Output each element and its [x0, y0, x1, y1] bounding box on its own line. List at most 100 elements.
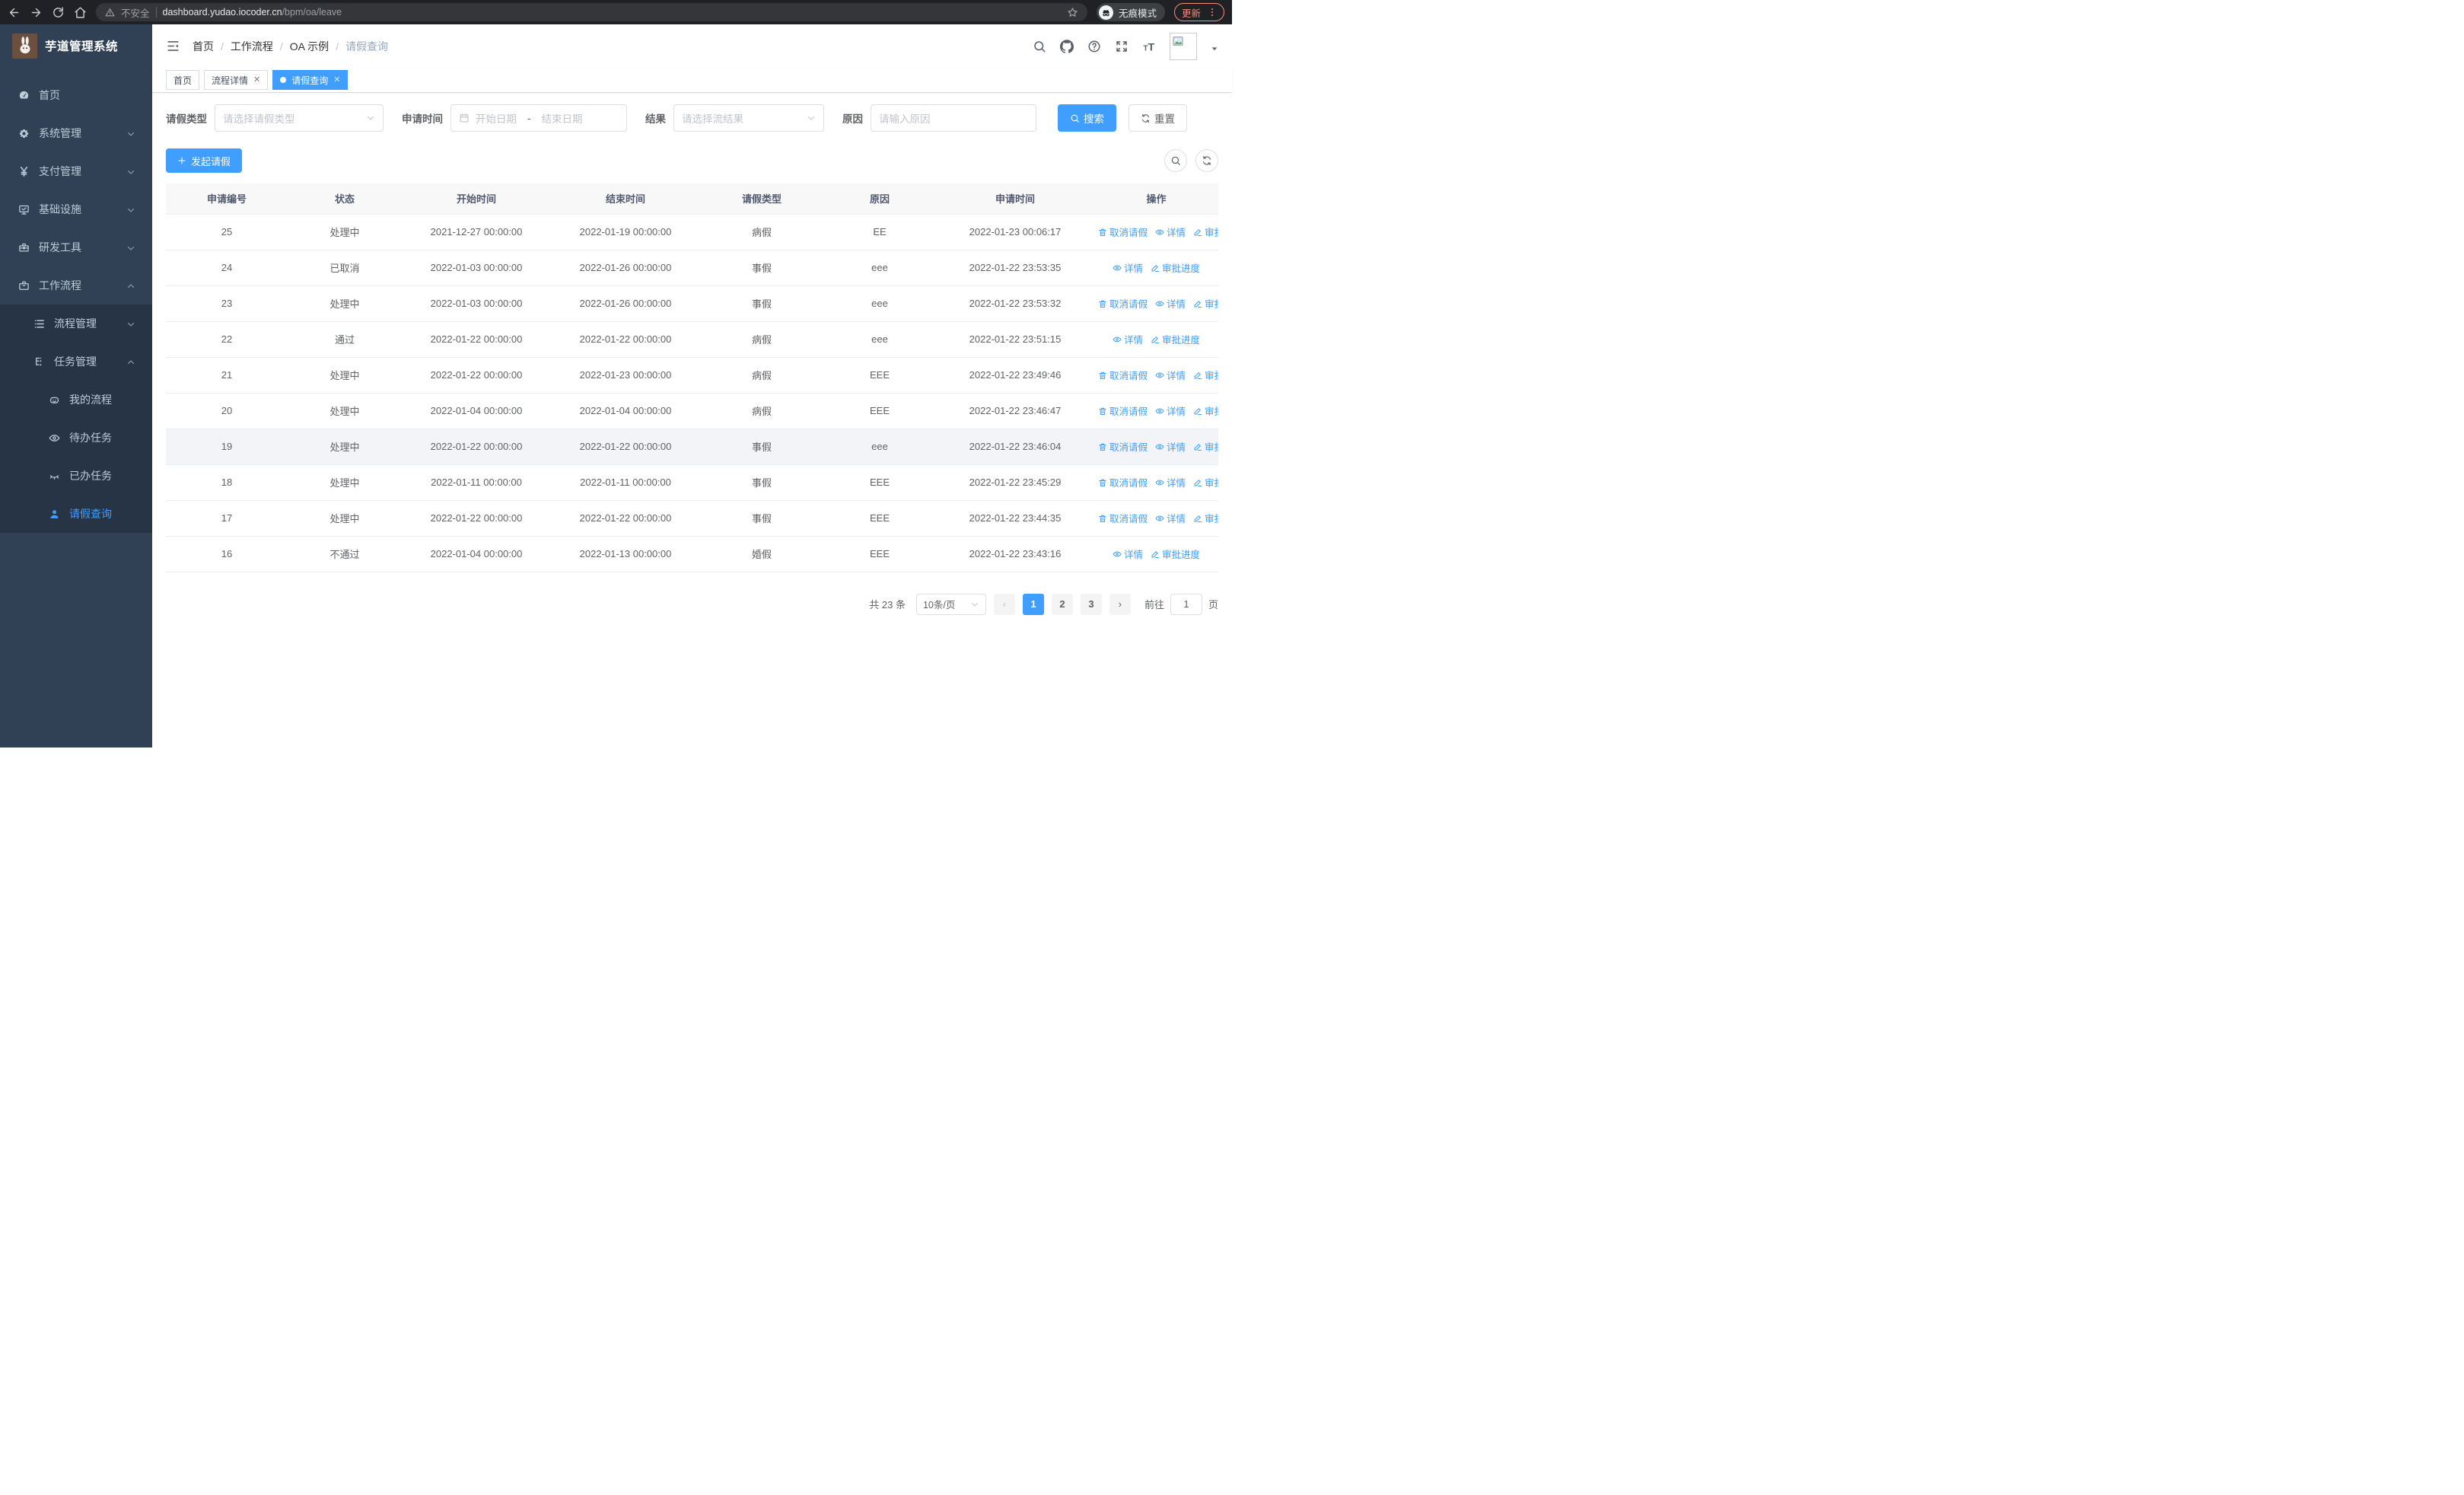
- browser-toolbar: 不安全 dashboard.yudao.iocoder.cn/bpm/oa/le…: [0, 0, 1232, 24]
- approval-progress-link[interactable]: 审批进度: [1193, 225, 1218, 239]
- breadcrumb-首页[interactable]: 首页: [193, 40, 214, 53]
- sidebar-item-工作流程[interactable]: 工作流程: [0, 266, 152, 304]
- approval-progress-link[interactable]: 审批进度: [1193, 368, 1218, 382]
- approval-progress-link[interactable]: 审批进度: [1151, 332, 1200, 346]
- cell-apply_time: 2022-01-22 23:44:35: [936, 500, 1094, 537]
- toggle-search-button[interactable]: [1164, 149, 1187, 172]
- cancel-leave-link[interactable]: 取消请假: [1098, 439, 1148, 454]
- cell-id: 21: [166, 357, 288, 394]
- sidebar-item-系统管理[interactable]: 系统管理: [0, 114, 152, 152]
- approval-progress-link[interactable]: 审批进度: [1151, 260, 1200, 275]
- search-icon[interactable]: [1033, 40, 1046, 53]
- sidebar-item-支付管理[interactable]: 支付管理: [0, 152, 152, 190]
- bookmark-star-icon[interactable]: [1067, 7, 1078, 18]
- detail-link[interactable]: 详情: [1155, 475, 1186, 489]
- close-icon[interactable]: ✕: [253, 75, 261, 84]
- page-button-3[interactable]: 3: [1080, 593, 1102, 615]
- cell-apply_time: 2022-01-22 23:46:47: [936, 393, 1094, 429]
- cell-status: 处理中: [288, 464, 402, 501]
- cell-status: 处理中: [288, 357, 402, 394]
- cell-status: 处理中: [288, 429, 402, 465]
- approval-progress-link[interactable]: 审批进度: [1193, 475, 1218, 489]
- sidebar-item-首页[interactable]: 首页: [0, 76, 152, 114]
- leave-type-select[interactable]: 请选择请假类型: [215, 104, 384, 132]
- approval-progress-link[interactable]: 审批进度: [1193, 296, 1218, 311]
- del-icon: [1098, 514, 1107, 523]
- back-icon[interactable]: [8, 6, 21, 19]
- cancel-leave-link[interactable]: 取消请假: [1098, 296, 1148, 311]
- avatar[interactable]: [1170, 32, 1197, 60]
- tasks-icon: [33, 356, 45, 368]
- table-row: 21 处理中 2022-01-22 00:00:00 2022-01-23 00:00…: [166, 357, 1218, 394]
- cell-actions: 取消请假详情审批进度: [1094, 214, 1218, 250]
- user-menu-caret-icon[interactable]: [1211, 43, 1218, 50]
- cancel-leave-link[interactable]: 取消请假: [1098, 368, 1148, 382]
- cell-start: 2022-01-03 00:00:00: [402, 285, 551, 322]
- cancel-leave-link[interactable]: 取消请假: [1098, 403, 1148, 418]
- column-header-申请编号: 申请编号: [166, 183, 288, 215]
- browser-update-button[interactable]: 更新: [1173, 3, 1224, 21]
- create-leave-button[interactable]: 发起请假: [166, 148, 243, 173]
- reason-input[interactable]: 请输入原因: [871, 104, 1036, 132]
- cancel-leave-link[interactable]: 取消请假: [1098, 511, 1148, 525]
- refresh-table-button[interactable]: [1195, 149, 1218, 172]
- del-icon: [1098, 371, 1107, 380]
- eye-icon: [49, 432, 60, 444]
- approval-progress-link[interactable]: 审批进度: [1151, 547, 1200, 561]
- detail-link[interactable]: 详情: [1155, 439, 1186, 454]
- breadcrumb-工作流程[interactable]: 工作流程: [230, 40, 273, 53]
- cell-apply_time: 2022-01-22 23:49:46: [936, 357, 1094, 394]
- page-size-select[interactable]: 10条/页: [915, 593, 986, 615]
- approval-progress-link[interactable]: 审批进度: [1193, 439, 1218, 454]
- detail-link[interactable]: 详情: [1113, 332, 1143, 346]
- help-icon[interactable]: [1087, 40, 1101, 53]
- address-bar[interactable]: 不安全 dashboard.yudao.iocoder.cn/bpm/oa/le…: [96, 3, 1087, 21]
- approval-progress-link[interactable]: 审批进度: [1193, 511, 1218, 525]
- tab-首页[interactable]: 首页: [166, 70, 200, 90]
- not-secure-label: 不安全: [121, 8, 150, 19]
- detail-link[interactable]: 详情: [1155, 511, 1186, 525]
- next-page-button[interactable]: ›: [1109, 593, 1131, 615]
- detail-link[interactable]: 详情: [1155, 368, 1186, 382]
- page-button-2[interactable]: 2: [1051, 593, 1073, 615]
- fullscreen-icon[interactable]: [1115, 40, 1129, 53]
- detail-link[interactable]: 详情: [1155, 403, 1186, 418]
- reset-button[interactable]: 重置: [1129, 104, 1187, 132]
- close-icon[interactable]: ✕: [333, 75, 341, 84]
- result-select[interactable]: 请选择流结果: [673, 104, 824, 132]
- detail-link[interactable]: 详情: [1113, 260, 1143, 275]
- apply-time-range-input[interactable]: 开始日期 - 结束日期: [450, 104, 627, 132]
- search-button[interactable]: 搜索: [1058, 104, 1116, 132]
- cell-end: 2022-01-19 00:00:00: [551, 214, 700, 250]
- tab-流程详情[interactable]: 流程详情 ✕: [204, 70, 269, 90]
- reload-icon[interactable]: [52, 6, 65, 19]
- collapse-sidebar-icon[interactable]: [166, 39, 180, 53]
- cancel-leave-link[interactable]: 取消请假: [1098, 475, 1148, 489]
- cancel-leave-link[interactable]: 取消请假: [1098, 225, 1148, 239]
- goto-page-input[interactable]: 1: [1170, 593, 1202, 615]
- prev-page-button[interactable]: ‹: [993, 593, 1015, 615]
- sidebar-item-请假查询[interactable]: 请假查询: [0, 495, 152, 533]
- sidebar-item-任务管理[interactable]: 任务管理: [0, 343, 152, 381]
- cell-reason: EEE: [823, 500, 936, 537]
- home-icon[interactable]: [74, 6, 87, 19]
- detail-link[interactable]: 详情: [1155, 225, 1186, 239]
- sidebar-item-待办任务[interactable]: 待办任务: [0, 419, 152, 457]
- detail-link[interactable]: 详情: [1155, 296, 1186, 311]
- breadcrumb-OA 示例[interactable]: OA 示例: [289, 40, 329, 53]
- cell-apply_time: 2022-01-22 23:46:04: [936, 429, 1094, 465]
- goto-page: 前往 1 页: [1144, 593, 1218, 615]
- sidebar-item-流程管理[interactable]: 流程管理: [0, 304, 152, 343]
- page-button-1[interactable]: 1: [1022, 593, 1044, 615]
- github-icon[interactable]: [1060, 39, 1074, 53]
- sidebar-item-已办任务[interactable]: 已办任务: [0, 457, 152, 495]
- tab-请假查询[interactable]: 请假查询 ✕: [272, 70, 349, 90]
- browser-menu-icon[interactable]: [1208, 8, 1217, 17]
- sidebar-item-基础设施[interactable]: 基础设施: [0, 190, 152, 228]
- detail-link[interactable]: 详情: [1113, 547, 1143, 561]
- approval-progress-link[interactable]: 审批进度: [1193, 403, 1218, 418]
- sidebar-item-研发工具[interactable]: 研发工具: [0, 228, 152, 266]
- sidebar-item-我的流程[interactable]: 我的流程: [0, 381, 152, 419]
- forward-icon[interactable]: [30, 6, 43, 19]
